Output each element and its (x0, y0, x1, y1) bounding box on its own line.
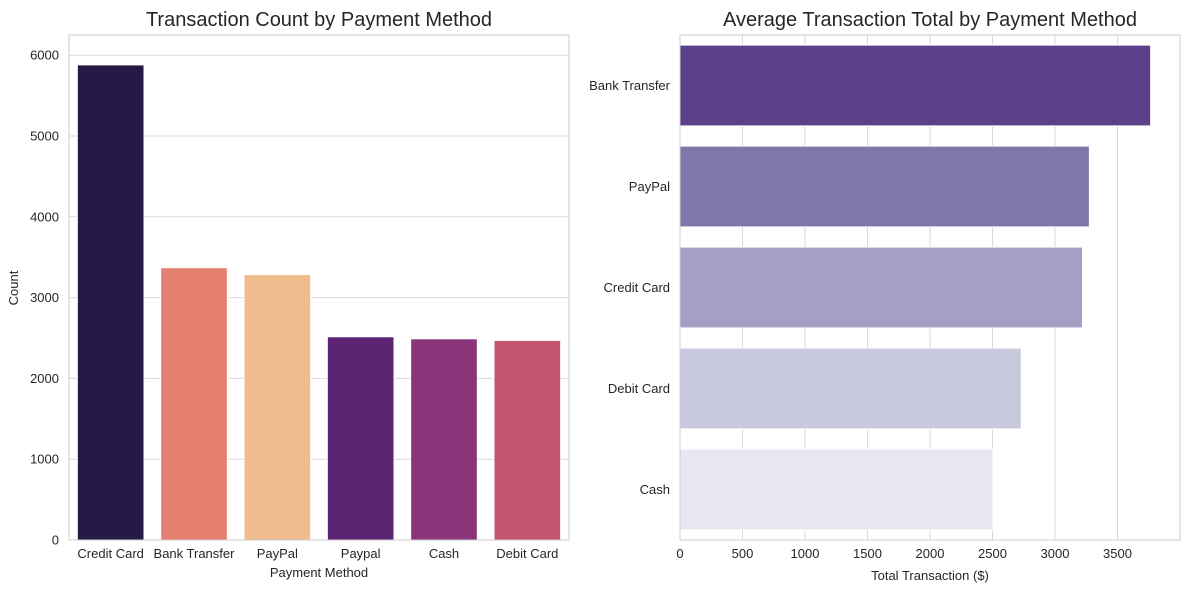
count-bar-paypal-2 (243, 274, 312, 541)
count-chart-y-tick: 1000 (30, 452, 59, 467)
count-chart-x-tick: PayPal (257, 546, 298, 561)
count-chart-y-ticks: 0 1000 2000 3000 4000 5000 6000 (30, 48, 59, 548)
average-chart-x-label: Total Transaction ($) (871, 568, 989, 583)
average-chart-y-tick: Cash (640, 482, 670, 497)
count-chart-x-tick: Credit Card (77, 546, 143, 561)
average-chart-x-tick: 500 (732, 546, 754, 561)
average-bar-credit-card (679, 246, 1083, 329)
count-chart-y-tick: 5000 (30, 129, 59, 144)
count-chart-gridlines (69, 54, 569, 541)
average-chart-frame (679, 34, 1181, 541)
count-chart-title: Transaction Count by Payment Method (146, 9, 492, 31)
average-bar-paypal (679, 145, 1090, 228)
count-chart-x-label: Payment Method (270, 565, 368, 580)
count-chart-y-label: Count (6, 270, 21, 305)
count-chart-y-tick: 3000 (30, 290, 59, 305)
average-chart-x-tick: 2500 (978, 546, 1007, 561)
count-chart-x-tick: Debit Card (496, 546, 558, 561)
count-chart-frame (68, 34, 570, 541)
count-bar-bank-transfer-1 (160, 267, 228, 541)
average-chart-bars (679, 44, 1152, 531)
average-chart-x-tick: 1500 (853, 546, 882, 561)
count-bar-cash-4 (410, 338, 478, 541)
count-bar-debit-card-5 (493, 339, 562, 541)
average-chart-x-tick: 0 (676, 546, 683, 561)
count-bar-credit-card-0 (76, 64, 145, 541)
count-chart: Transaction Count by Payment Method 0 100… (6, 9, 570, 580)
count-chart-y-tick: 0 (52, 533, 59, 548)
average-chart-y-tick: Bank Transfer (589, 78, 671, 93)
average-chart-x-tick: 3500 (1103, 546, 1132, 561)
count-chart-x-ticks: Credit Card Bank Transfer PayPal Paypal Cash… (77, 546, 558, 561)
count-chart-x-tick: Cash (429, 546, 459, 561)
count-bar-paypal-3 (326, 336, 395, 541)
count-chart-y-tick: 4000 (30, 209, 59, 224)
count-chart-y-tick: 2000 (30, 371, 59, 386)
average-chart-y-tick: Credit Card (604, 280, 670, 295)
count-chart-x-tick: Bank Transfer (154, 546, 236, 561)
average-chart-y-ticks: Bank Transfer PayPal Credit Card Debit Card… (589, 78, 671, 497)
average-bar-cash (679, 448, 994, 531)
average-chart-x-tick: 1000 (791, 546, 820, 561)
average-chart-y-tick: Debit Card (608, 381, 670, 396)
average-chart-x-tick: 2000 (916, 546, 945, 561)
average-chart: Average Transaction Total by Payment Met… (589, 9, 1181, 583)
average-chart-y-tick: PayPal (629, 179, 670, 194)
count-chart-y-tick: 6000 (30, 48, 59, 63)
average-chart-title: Average Transaction Total by Payment Met… (723, 9, 1137, 31)
count-chart-bars (76, 64, 562, 541)
average-bar-debit-card (679, 347, 1022, 430)
count-chart-x-tick: Paypal (341, 546, 381, 561)
average-bar-bank-transfer (679, 44, 1152, 127)
average-chart-x-tick: 3000 (1041, 546, 1070, 561)
average-chart-x-ticks: 0 500 1000 1500 2000 2500 3000 3500 (676, 546, 1132, 561)
